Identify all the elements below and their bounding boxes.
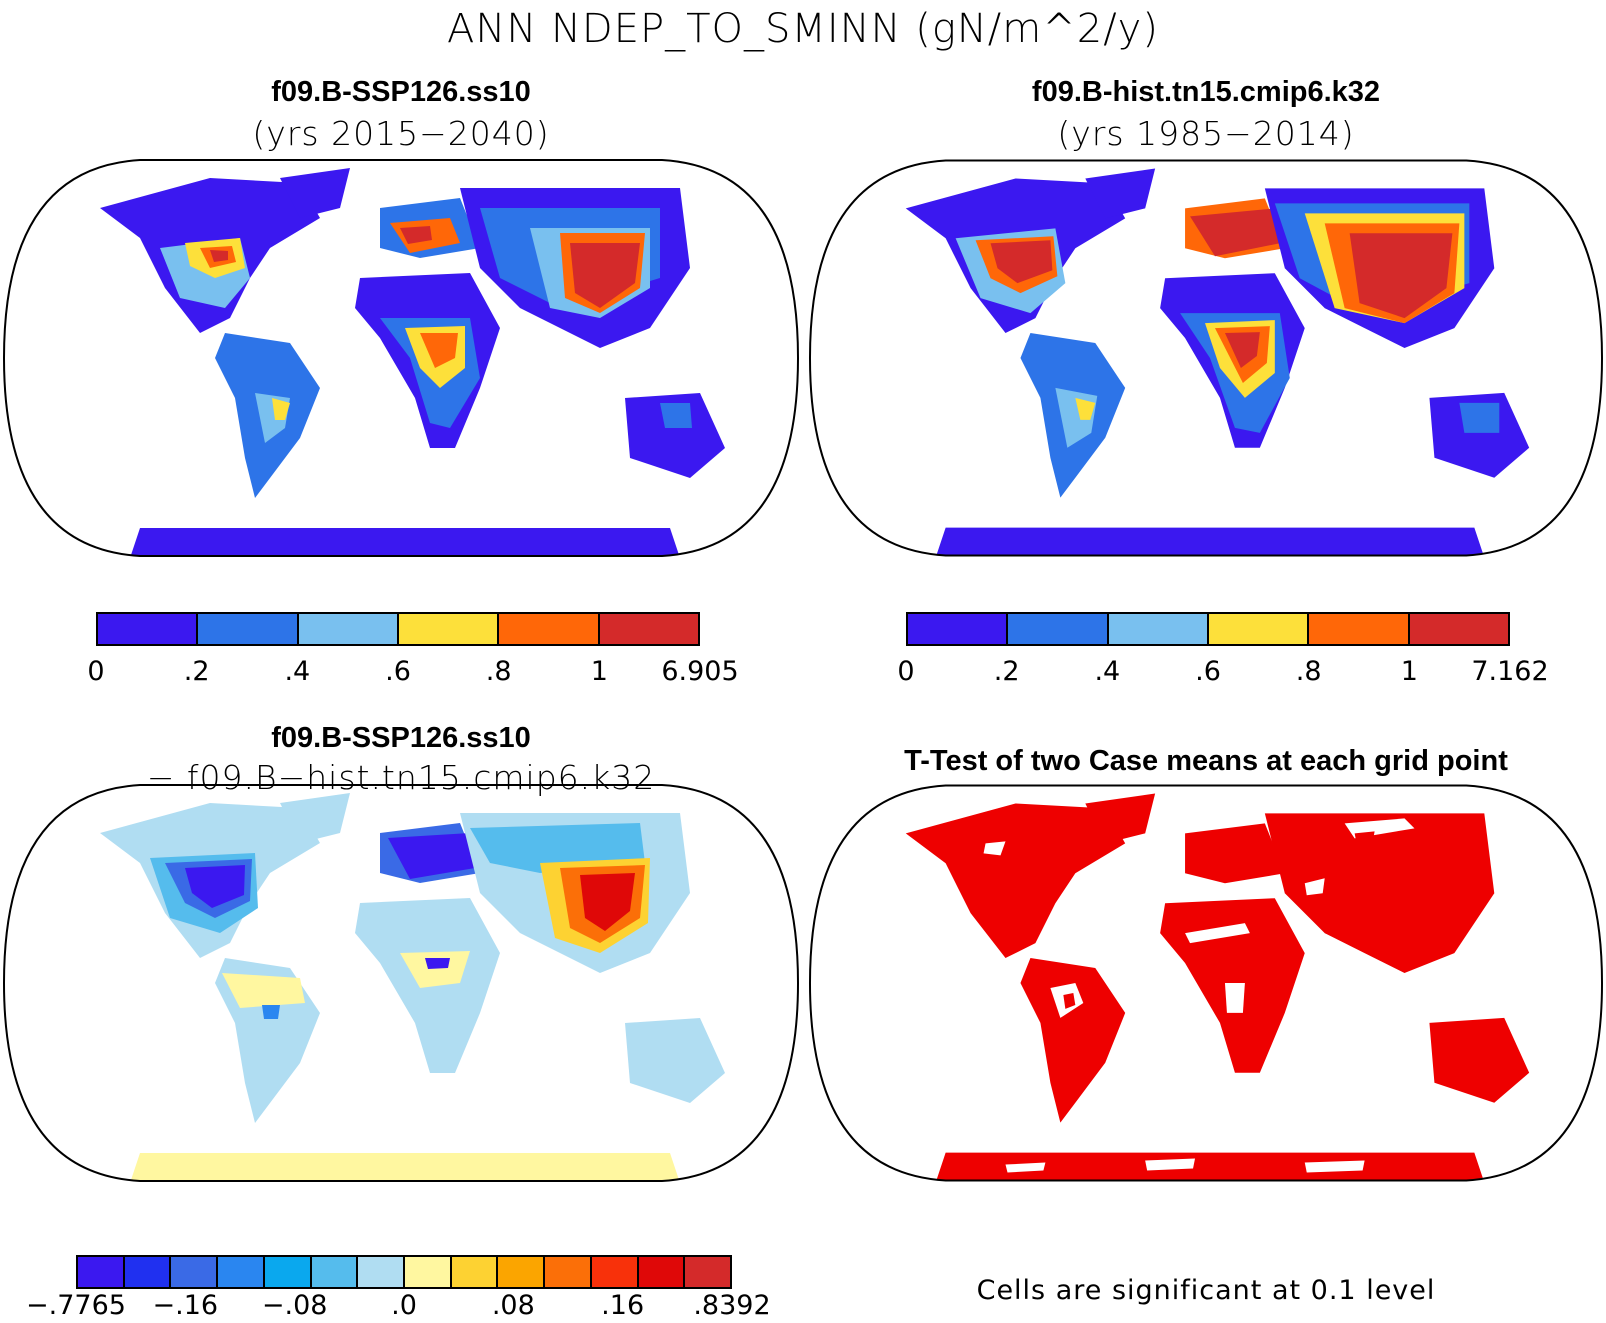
colorbar-tick-label: .16 xyxy=(601,1290,645,1321)
colorbar-swatch xyxy=(499,614,600,644)
colorbar-swatch xyxy=(311,1257,359,1287)
figure-title: ANN NDEP_TO_SMINN (gN/m^2/y) xyxy=(447,6,1159,52)
colorbar-tick-label: −.16 xyxy=(152,1290,219,1321)
colorbar-labels-bottom-left: −.7765 −.16 −.08 .0 .08 .16 .8392 xyxy=(26,1290,771,1321)
colorbar-swatch xyxy=(498,1257,546,1287)
panel-subtitle-bottom-left: − f09.B−hist.tn15.cmip6.k32 xyxy=(146,758,656,797)
land-europe xyxy=(1185,823,1285,884)
colorbar-tick-label: .4 xyxy=(1094,656,1121,687)
colorbar-top-left xyxy=(96,612,700,646)
colorbar-swatch xyxy=(124,1257,172,1287)
significance-note: Cells are significant at 0.1 level xyxy=(976,1275,1436,1306)
map-bottom-right xyxy=(808,784,1604,1182)
colorbar-swatch xyxy=(405,1257,452,1287)
panel-subtitle-top-right: (yrs 1985−2014) xyxy=(1057,114,1355,153)
colorbar-swatch xyxy=(358,1257,406,1287)
panel-subtitle-top-left: (yrs 2015−2040) xyxy=(252,114,550,153)
colorbar-tick-label: .8 xyxy=(1295,656,1322,687)
land-asia xyxy=(1264,813,1495,974)
colorbar-swatch xyxy=(1008,614,1109,644)
colorbar-tick-label: 0 xyxy=(87,656,105,687)
colorbar-swatch xyxy=(298,614,399,644)
panel-title-bottom-left: f09.B-SSP126.ss10 xyxy=(271,722,531,754)
colorbar-swatch xyxy=(1208,614,1310,644)
colorbar-tick-label: 0 xyxy=(897,656,915,687)
colorbar-tick-label: 1 xyxy=(1400,656,1418,687)
colorbar-labels-top-left: 0 .2 .4 .6 .8 1 6.905 xyxy=(87,656,738,687)
colorbar-tick-label: .6 xyxy=(1195,656,1221,687)
land-australia xyxy=(1429,1017,1530,1103)
colorbar-tick-label: −.08 xyxy=(261,1290,328,1321)
panel-title-bottom-right: T-Test of two Case means at each grid po… xyxy=(904,745,1508,777)
colorbar-tick-label: −.7765 xyxy=(26,1290,126,1321)
land-antarctica xyxy=(130,528,680,556)
colorbar-tick-label: .2 xyxy=(183,656,210,687)
colorbar-swatch xyxy=(451,1257,499,1287)
map-bottom-left xyxy=(2,784,800,1182)
colorbar-swatch xyxy=(218,1257,265,1287)
colorbar-swatch xyxy=(591,1257,639,1287)
colorbar-swatch xyxy=(398,614,500,644)
panel-title-top-right: f09.B-hist.tn15.cmip6.k32 xyxy=(1031,76,1381,108)
colorbar-bottom-left xyxy=(76,1255,732,1289)
colorbar-tick-label: .2 xyxy=(993,656,1020,687)
land-south-america xyxy=(1020,958,1126,1123)
colorbar-tick-label: .8392 xyxy=(693,1290,771,1321)
land-australia xyxy=(625,393,725,478)
colorbar-swatch xyxy=(685,1257,731,1287)
colorbar-tick-label: 1 xyxy=(590,656,608,687)
colorbar-swatch xyxy=(98,614,199,644)
map-top-left xyxy=(2,159,800,557)
colorbar-tick-label: .0 xyxy=(391,1290,417,1321)
land-antarctica xyxy=(935,1152,1485,1181)
colorbar-tick-label: 6.905 xyxy=(661,656,739,687)
colorbar-swatch xyxy=(908,614,1009,644)
colorbar-swatch xyxy=(1309,614,1410,644)
colorbar-tick-label: .6 xyxy=(385,656,411,687)
colorbar-swatch xyxy=(1108,614,1209,644)
colorbar-labels-top-right: 0 .2 .4 .6 .8 1 7.162 xyxy=(897,656,1548,687)
colorbar-swatch xyxy=(264,1257,312,1287)
panel-title-top-left: f09.B-SSP126.ss10 xyxy=(271,76,531,108)
colorbar-top-right xyxy=(906,612,1510,646)
colorbar-tick-label: .08 xyxy=(491,1290,535,1321)
colorbar-swatch xyxy=(545,1257,592,1287)
colorbar-swatch xyxy=(599,614,698,644)
map-top-right xyxy=(808,159,1604,557)
land-australia xyxy=(1429,392,1530,478)
land-antarctica xyxy=(935,527,1485,556)
colorbar-swatch xyxy=(198,614,299,644)
colorbar-tick-label: 7.162 xyxy=(1471,656,1549,687)
colorbar-tick-label: .8 xyxy=(485,656,512,687)
colorbar-swatch xyxy=(78,1257,125,1287)
colorbar-swatch xyxy=(638,1257,686,1287)
land-australia xyxy=(625,1018,725,1103)
land-north-america xyxy=(905,803,1126,959)
land-antarctica xyxy=(130,1153,680,1181)
colorbar-tick-label: .4 xyxy=(284,656,311,687)
colorbar-swatch xyxy=(1409,614,1508,644)
colorbar-swatch xyxy=(171,1257,219,1287)
